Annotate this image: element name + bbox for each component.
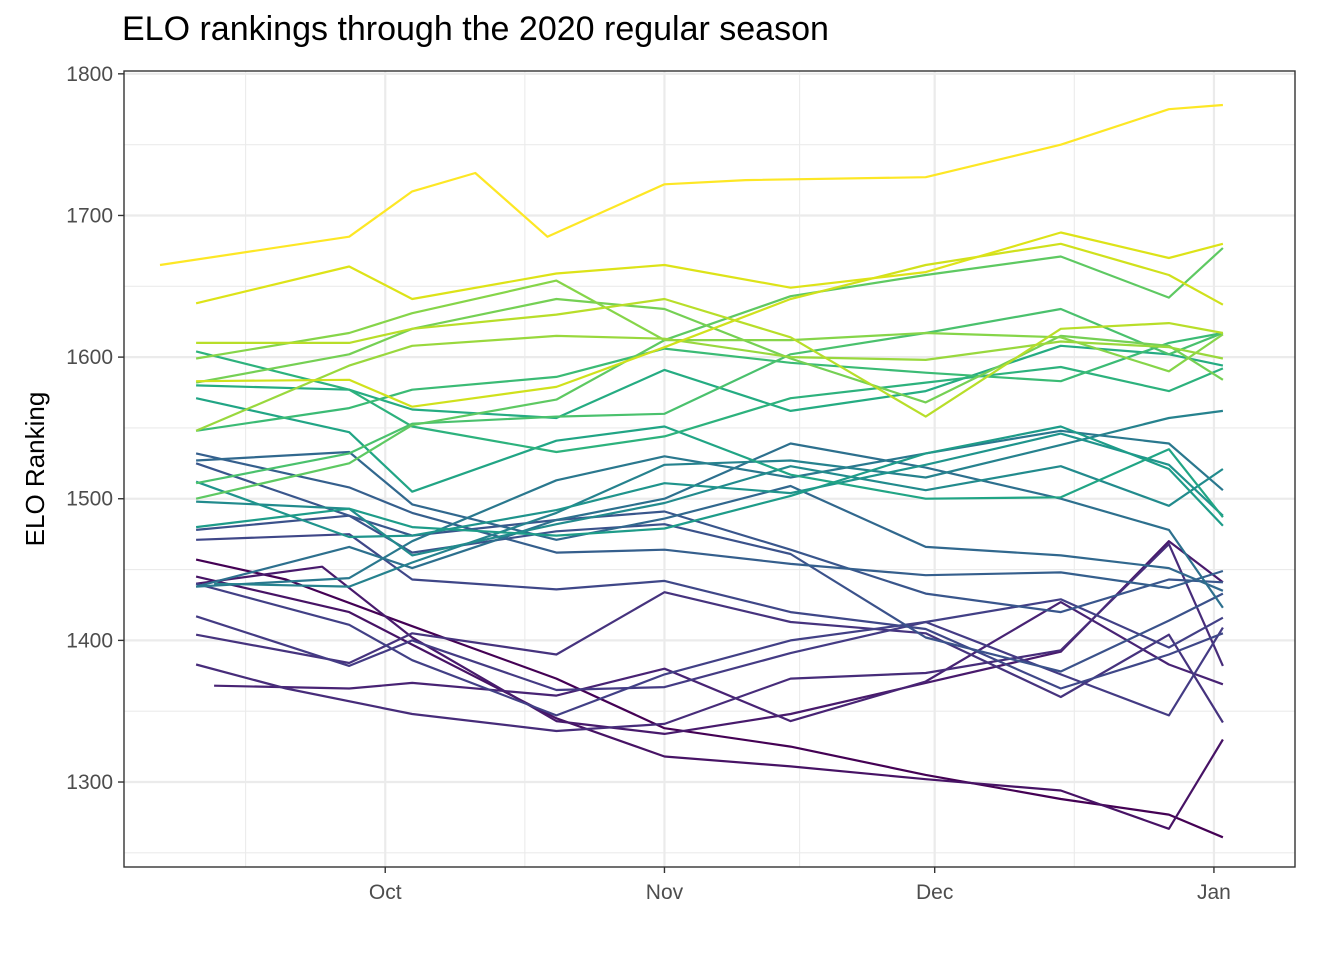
series-line-32 <box>159 103 1223 267</box>
series-line-29 <box>196 297 1224 418</box>
series-lines <box>159 103 1224 839</box>
series-line-22 <box>195 350 1224 454</box>
series-line-31 <box>195 231 1224 305</box>
y-tick-label: 1400 <box>66 629 113 652</box>
y-tick-label: 1600 <box>66 346 113 369</box>
series-line-17 <box>196 465 1224 557</box>
series-line-6 <box>195 591 1224 724</box>
series-line-18 <box>195 432 1224 539</box>
panel-border <box>123 70 1296 868</box>
series-line-14 <box>195 442 1224 609</box>
x-tick-label: Dec <box>916 881 953 904</box>
axis-ticks <box>118 73 1215 873</box>
series-line-11 <box>195 462 1223 614</box>
major-gridlines <box>124 71 1295 867</box>
y-tick-label: 1700 <box>66 204 113 227</box>
series-line-26 <box>195 297 1224 404</box>
series-line-2 <box>195 575 1224 830</box>
series-line-19 <box>195 425 1224 537</box>
series-line-15 <box>196 429 1224 588</box>
x-tick-label: Oct <box>369 881 402 904</box>
y-axis-title: ELO Ranking <box>20 392 50 547</box>
series-line-20 <box>195 397 1224 518</box>
x-axis-tick-labels: Oct Nov Dec Jan <box>369 881 1231 904</box>
series-line-27 <box>195 279 1224 373</box>
y-tick-label: 1800 <box>66 63 113 86</box>
series-line-12 <box>195 452 1224 590</box>
series-line-23 <box>195 331 1224 432</box>
y-axis-tick-labels: 1300 1400 1500 1600 1700 1800 <box>66 63 113 794</box>
series-line-25 <box>195 247 1224 500</box>
series-line-24 <box>195 307 1224 485</box>
chart-title: ELO rankings through the 2020 regular se… <box>122 10 829 48</box>
series-line-13 <box>196 450 1224 592</box>
series-line-7 <box>195 615 1224 717</box>
x-tick-label: Nov <box>646 881 684 904</box>
x-tick-label: Jan <box>1197 881 1231 904</box>
series-line-4 <box>214 600 1224 723</box>
series-line-5 <box>195 542 1224 733</box>
series-line-16 <box>214 409 1224 588</box>
series-line-30 <box>196 242 1224 408</box>
y-tick-label: 1300 <box>66 771 113 794</box>
series-line-28 <box>195 334 1224 432</box>
series-line-10 <box>195 514 1224 673</box>
y-tick-label: 1500 <box>66 488 113 511</box>
series-line-8 <box>195 582 1224 717</box>
series-line-1 <box>195 558 1224 839</box>
minor-gridlines <box>124 71 1295 867</box>
